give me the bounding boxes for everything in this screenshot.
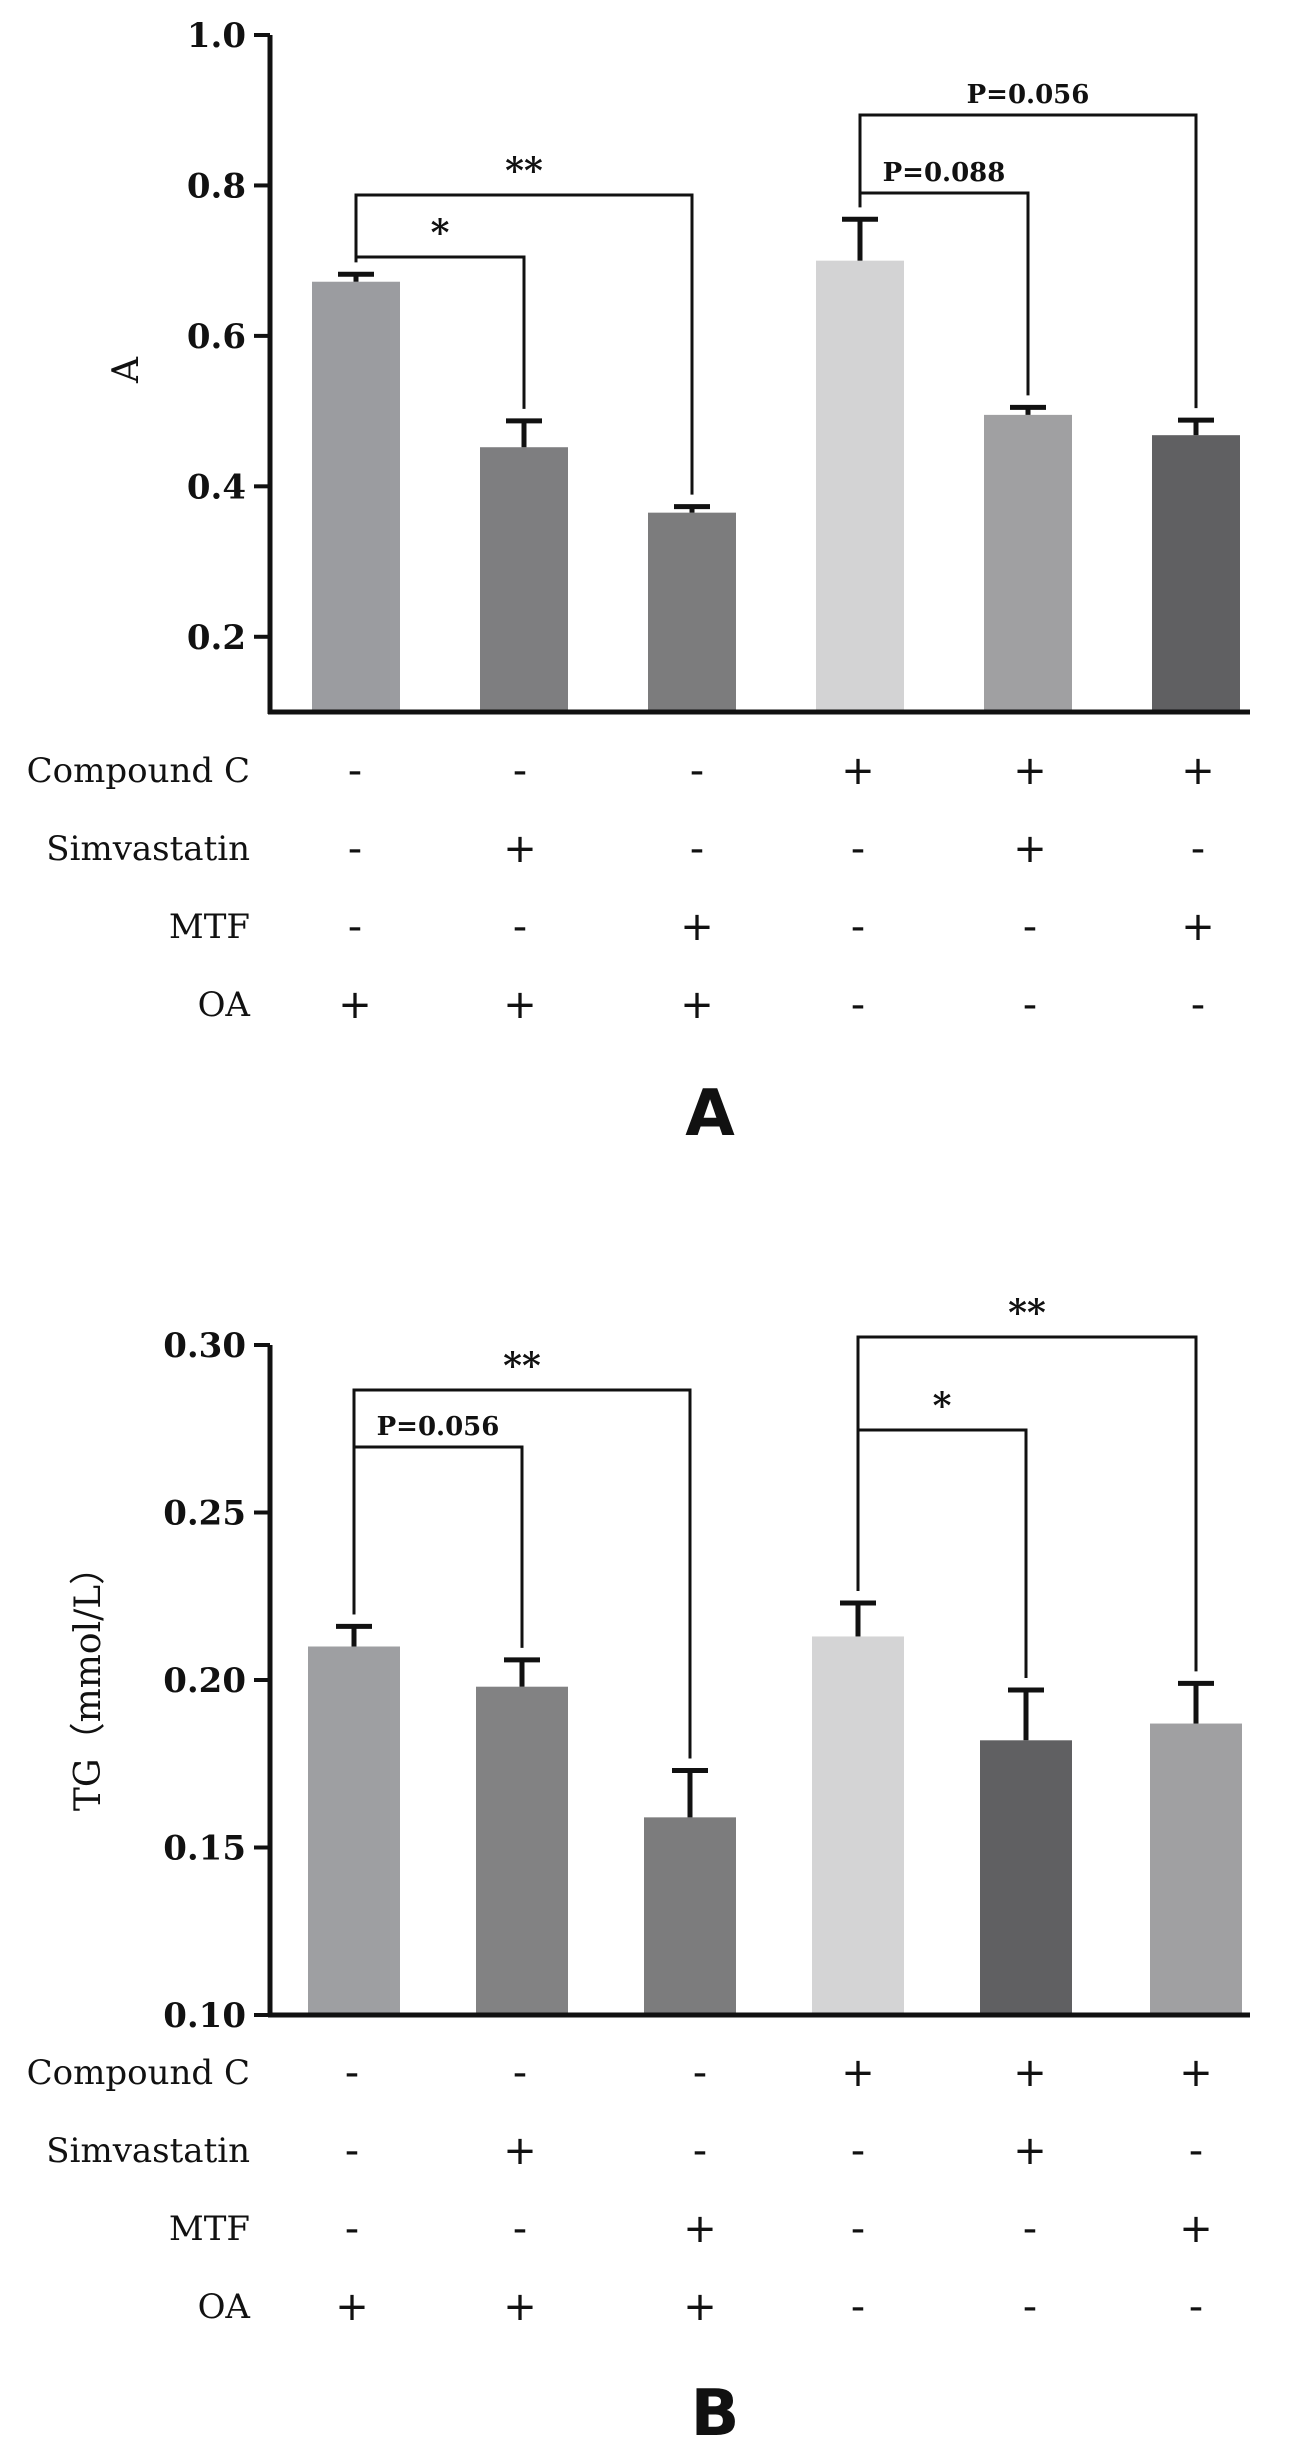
panel-b-bar-chart: 0.100.150.200.250.30TG（mmol/L）P=0.056***… (27, 1292, 1250, 2451)
treatment-sign: + (503, 826, 537, 872)
treatment-sign: - (345, 2206, 359, 2252)
y-axis-label: A (106, 356, 147, 384)
bar (308, 1646, 400, 2015)
treatment-sign: - (513, 2206, 527, 2252)
significance-bracket (856, 1335, 1198, 1672)
treatment-sign: - (1023, 2206, 1037, 2252)
treatment-label: MTF (169, 2209, 250, 2249)
y-tick-label: 1.0 (187, 16, 246, 56)
treatment-sign: + (1013, 2128, 1047, 2174)
treatment-sign: - (1191, 826, 1205, 872)
treatment-sign: - (851, 826, 865, 872)
treatment-sign: - (513, 904, 527, 950)
treatment-sign: - (513, 2050, 527, 2096)
y-tick-label: 0.10 (163, 1996, 246, 2036)
treatment-label: Compound C (27, 2053, 250, 2093)
significance-label: P=0.056 (967, 80, 1090, 110)
y-tick-label: 0.20 (163, 1661, 246, 1701)
treatment-sign: - (1023, 982, 1037, 1028)
treatment-sign: + (841, 748, 875, 794)
y-tick-label: 0.25 (163, 1494, 246, 1534)
bar (1150, 1723, 1242, 2015)
bar (816, 260, 904, 712)
treatment-sign: - (851, 2206, 865, 2252)
treatment-sign: + (1179, 2050, 1213, 2096)
y-tick-label: 0.6 (187, 317, 246, 357)
treatment-sign: - (1023, 2284, 1037, 2330)
treatment-sign: + (1013, 826, 1047, 872)
treatment-sign: + (680, 982, 714, 1028)
treatment-sign: - (345, 2128, 359, 2174)
treatment-label: OA (198, 2287, 251, 2327)
treatment-sign: - (1189, 2128, 1203, 2174)
significance-bracket (352, 1445, 524, 1648)
treatment-sign: - (348, 826, 362, 872)
treatment-sign: - (690, 826, 704, 872)
bar (476, 1686, 568, 2015)
treatment-sign: - (1191, 982, 1205, 1028)
y-tick-label: 0.8 (187, 166, 246, 206)
treatment-label: Compound C (27, 751, 250, 791)
significance-label: P=0.056 (377, 1412, 500, 1442)
significance-bracket (354, 193, 694, 495)
treatment-sign: - (851, 982, 865, 1028)
treatment-sign: + (680, 904, 714, 950)
significance-label: ** (503, 1345, 541, 1387)
y-tick-label: 0.2 (187, 618, 246, 658)
treatment-sign: - (513, 748, 527, 794)
treatment-sign: + (841, 2050, 875, 2096)
significance-label: P=0.088 (883, 158, 1006, 188)
y-axis-label: TG（mmol/L） (68, 1549, 109, 1811)
y-tick-label: 0.4 (187, 467, 246, 507)
bar (644, 1817, 736, 2015)
treatment-sign: - (693, 2050, 707, 2096)
bar (1152, 435, 1240, 712)
bar (812, 1636, 904, 2015)
significance-label: ** (505, 150, 543, 192)
treatment-sign: - (345, 2050, 359, 2096)
y-tick-label: 0.15 (163, 1829, 246, 1869)
bar (480, 447, 568, 712)
panel-a-bar-chart: 0.20.40.60.81.0A*** P=0.088P=0.056Compoun… (27, 16, 1250, 1151)
significance-bracket (858, 113, 1198, 409)
treatment-sign: + (683, 2284, 717, 2330)
bar (984, 414, 1072, 712)
panel-label: A (685, 1077, 735, 1151)
treatment-sign: - (693, 2128, 707, 2174)
treatment-sign: - (1023, 904, 1037, 950)
treatment-sign: + (335, 2284, 369, 2330)
treatment-sign: + (1181, 904, 1215, 950)
treatment-sign: - (348, 904, 362, 950)
treatment-sign: - (851, 904, 865, 950)
treatment-label: MTF (169, 907, 250, 947)
significance-label: * (431, 212, 450, 254)
y-tick-label: 0.30 (163, 1326, 246, 1366)
treatment-sign: + (683, 2206, 717, 2252)
treatment-sign: - (690, 748, 704, 794)
treatment-label: OA (198, 985, 251, 1025)
treatment-sign: - (348, 748, 362, 794)
bar (648, 512, 736, 712)
treatment-sign: - (851, 2284, 865, 2330)
treatment-sign: + (503, 982, 537, 1028)
treatment-sign: + (1179, 2206, 1213, 2252)
treatment-sign: + (503, 2128, 537, 2174)
bar (312, 281, 400, 712)
treatment-sign: - (851, 2128, 865, 2174)
significance-bracket (352, 1388, 692, 1759)
treatment-sign: + (1013, 748, 1047, 794)
significance-label: ** (1008, 1292, 1046, 1334)
treatment-sign: + (503, 2284, 537, 2330)
treatment-label: Simvastatin (46, 829, 250, 869)
treatment-sign: - (1189, 2284, 1203, 2330)
bar (980, 1740, 1072, 2015)
significance-label: * (933, 1385, 952, 1427)
treatment-sign: + (338, 982, 372, 1028)
treatment-sign: + (1181, 748, 1215, 794)
panel-label: B (691, 2377, 740, 2451)
treatment-label: Simvastatin (46, 2131, 250, 2171)
treatment-sign: + (1013, 2050, 1047, 2096)
